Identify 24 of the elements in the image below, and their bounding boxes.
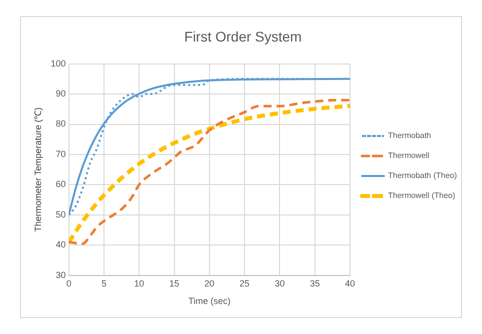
x-tick-label: 25 [240, 278, 250, 288]
legend-label: Thermobath [388, 131, 432, 140]
x-axis-title: Time (sec) [188, 296, 230, 306]
x-tick-label: 15 [169, 278, 180, 288]
legend-label: Thermobath (Theo) [388, 171, 458, 180]
y-tick-label: 100 [50, 58, 66, 68]
y-tick-label: 90 [56, 88, 66, 99]
x-tick-label: 35 [310, 278, 320, 288]
y-tick-label: 60 [56, 179, 66, 190]
legend-label: Thermowell [388, 151, 430, 160]
x-tick-label: 20 [204, 278, 214, 288]
x-tick-label: 0 [66, 278, 72, 288]
y-tick-label: 30 [56, 270, 66, 280]
legend-label: Thermowell (Theo) [388, 191, 456, 200]
x-tick-label: 40 [344, 278, 356, 288]
y-tick-label: 80 [56, 118, 66, 129]
y-tick-label: 50 [56, 209, 66, 220]
chart-title: First Order System [184, 28, 302, 44]
x-tick-label: 30 [274, 278, 285, 288]
x-tick-label: 10 [134, 278, 144, 288]
x-tick-label: 5 [101, 278, 106, 288]
y-tick-label: 70 [56, 148, 66, 159]
y-tick-label: 40 [56, 240, 66, 250]
y-axis-title: Thermometer Temperature (℃) [32, 107, 43, 232]
